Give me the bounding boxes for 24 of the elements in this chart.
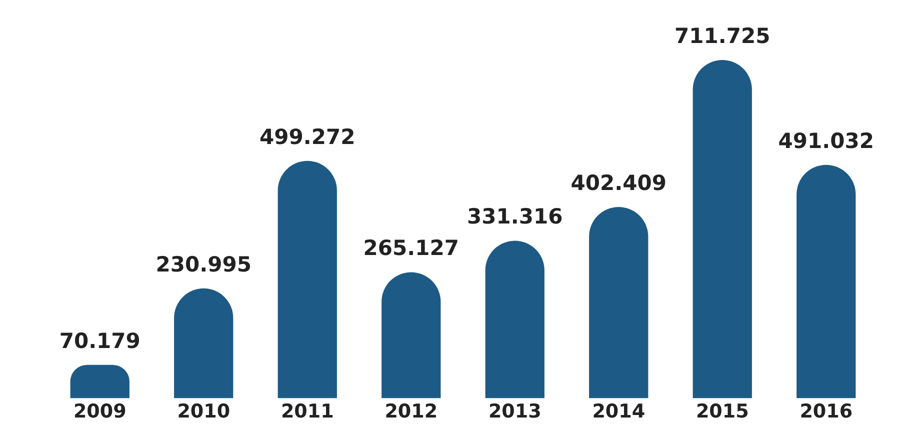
x-tick-label: 2012 bbox=[384, 400, 438, 423]
data-label: 265.127 bbox=[363, 236, 459, 260]
x-tick-label: 2013 bbox=[488, 400, 542, 423]
bar bbox=[692, 60, 752, 398]
bar bbox=[174, 288, 234, 398]
x-tick-label: 2011 bbox=[280, 400, 334, 423]
data-label: 499.272 bbox=[260, 124, 356, 149]
data-label: 70.179 bbox=[59, 328, 140, 353]
data-label: 711.725 bbox=[674, 24, 770, 48]
x-tick-label: 2014 bbox=[592, 400, 646, 423]
data-label: 491.032 bbox=[778, 128, 874, 153]
bar bbox=[589, 206, 648, 398]
data-label: 230.995 bbox=[156, 252, 252, 276]
bar bbox=[485, 240, 544, 398]
bar bbox=[382, 272, 441, 398]
data-label: 331.316 bbox=[467, 204, 563, 229]
bar bbox=[796, 164, 856, 398]
data-label: 402.409 bbox=[570, 170, 666, 195]
bar bbox=[70, 364, 130, 398]
x-tick-label: 2016 bbox=[800, 400, 853, 423]
bar bbox=[278, 160, 337, 398]
x-tick-label: 2015 bbox=[696, 400, 749, 423]
x-tick-label: 2009 bbox=[73, 400, 126, 423]
x-tick-label: 2010 bbox=[177, 400, 230, 423]
